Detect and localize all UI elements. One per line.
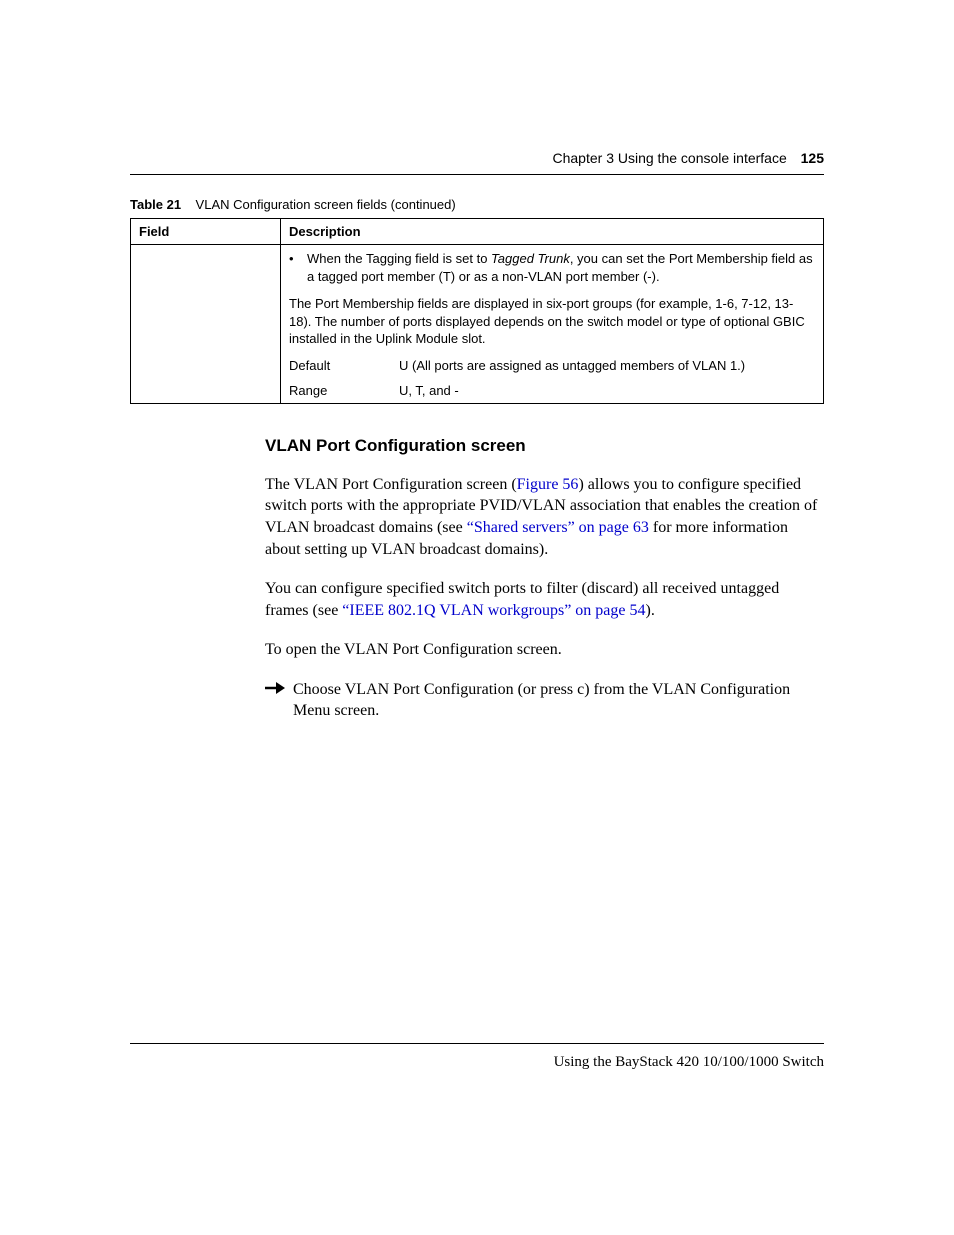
p1-a: The VLAN Port Configuration screen (	[265, 476, 517, 493]
table-caption: Table 21 VLAN Configuration screen field…	[130, 197, 824, 212]
arrow-icon	[265, 679, 293, 722]
default-row: Default U (All ports are assigned as unt…	[289, 358, 815, 373]
footer-text: Using the BayStack 420 10/100/1000 Switc…	[130, 1054, 824, 1071]
page-number: 125	[801, 150, 824, 166]
header-rule	[130, 174, 824, 175]
paragraph-2: You can configure specified switch ports…	[265, 578, 824, 621]
running-header: Chapter 3 Using the console interface 12…	[130, 150, 824, 174]
paragraph-1: The VLAN Port Configuration screen (Figu…	[265, 474, 824, 560]
step-item: Choose VLAN Port Configuration (or press…	[265, 679, 824, 722]
bullet-text: When the Tagging field is set to Tagged …	[307, 250, 815, 285]
bullet-italic: Tagged Trunk	[491, 251, 570, 266]
range-value: U, T, and -	[399, 383, 815, 398]
table-caption-text: VLAN Configuration screen fields (contin…	[196, 197, 456, 212]
bullet-pre: When the Tagging field is set to	[307, 251, 491, 266]
description-cell: • When the Tagging field is set to Tagge…	[281, 245, 824, 404]
link-figure-56[interactable]: Figure 56	[517, 476, 579, 493]
p2-b: ).	[646, 602, 655, 619]
page-content: Chapter 3 Using the console interface 12…	[130, 150, 824, 722]
section-heading: VLAN Port Configuration screen	[265, 436, 824, 456]
paragraph-3: To open the VLAN Port Configuration scre…	[265, 639, 824, 661]
default-value: U (All ports are assigned as untagged me…	[399, 358, 815, 373]
table-header-row: Field Description	[131, 219, 824, 245]
default-key: Default	[289, 358, 399, 373]
field-cell	[131, 245, 281, 404]
col-field: Field	[131, 219, 281, 245]
link-ieee-8021q[interactable]: “IEEE 802.1Q VLAN workgroups” on page 54	[342, 602, 645, 619]
bullet-item: • When the Tagging field is set to Tagge…	[289, 250, 815, 285]
bullet-icon: •	[289, 250, 307, 285]
range-row: Range U, T, and -	[289, 383, 815, 398]
body-text: VLAN Port Configuration screen The VLAN …	[265, 436, 824, 722]
range-key: Range	[289, 383, 399, 398]
table-label: Table 21	[130, 197, 181, 212]
col-description: Description	[281, 219, 824, 245]
footer-rule	[130, 1043, 824, 1044]
table-row: • When the Tagging field is set to Tagge…	[131, 245, 824, 404]
page-footer: Using the BayStack 420 10/100/1000 Switc…	[130, 1043, 824, 1071]
desc-para: The Port Membership fields are displayed…	[289, 295, 815, 348]
step-text: Choose VLAN Port Configuration (or press…	[293, 679, 824, 722]
chapter-title: Chapter 3 Using the console interface	[553, 150, 787, 166]
fields-table: Field Description • When the Tagging fie…	[130, 218, 824, 404]
link-shared-servers[interactable]: “Shared servers” on page 63	[467, 519, 649, 536]
